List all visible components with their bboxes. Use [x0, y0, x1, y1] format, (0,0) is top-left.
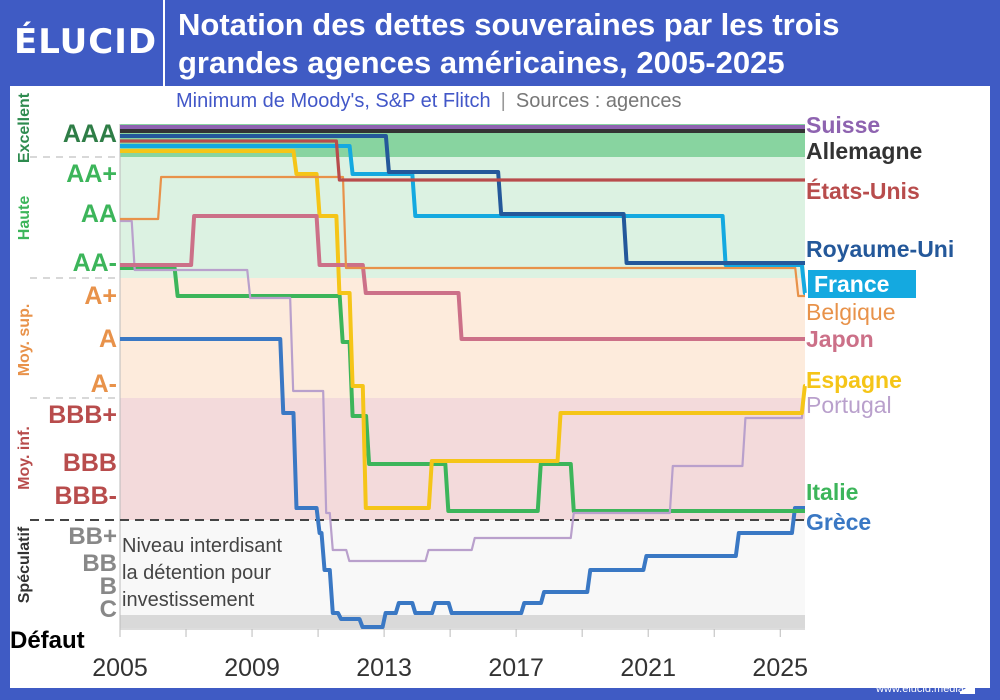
- category-label: Spéculatif: [16, 526, 33, 603]
- y-tick-label: A: [99, 325, 117, 353]
- chart-title: Notation des dettes souveraines par les …: [178, 6, 978, 82]
- category-label: Haute: [16, 196, 33, 241]
- x-tick-label: 2013: [356, 654, 412, 682]
- annotation-text: Niveau interdisant: [122, 535, 283, 557]
- title-line-1: Notation des dettes souveraines par les …: [178, 7, 840, 42]
- series-label: Royaume-Uni: [806, 236, 954, 262]
- title-line-2: grandes agences américaines, 2005-2025: [178, 45, 785, 80]
- y-tick-label: AA+: [66, 160, 117, 188]
- series-label: Grèce: [806, 509, 871, 535]
- series-line-Italie: [120, 266, 805, 513]
- header-divider: [163, 0, 165, 86]
- y-tick-label: AA: [81, 200, 117, 228]
- subtitle-separator: |: [500, 90, 506, 112]
- series-line-Royaume-Uni: [120, 134, 805, 265]
- series-label-highlight: [808, 270, 916, 298]
- elucid-logo: ÉLUCID: [14, 22, 158, 62]
- series-label: Belgique: [806, 299, 896, 325]
- chart-subtitle: Minimum de Moody's, S&P et Flitch | Source…: [176, 90, 682, 113]
- y-tick-label: AA-: [73, 249, 117, 277]
- x-tick-label: 2009: [224, 654, 280, 682]
- y-tick-label: AAA: [63, 120, 117, 148]
- series-line-Japon: [120, 214, 805, 341]
- series-line-Belgique: [120, 175, 805, 298]
- series-label: Espagne: [806, 367, 902, 393]
- series-line-États-Unis: [120, 139, 805, 182]
- category-label: Excellent: [16, 92, 33, 163]
- annotation-text: investissement: [122, 589, 255, 611]
- series-label: Portugal: [806, 392, 892, 418]
- y-tick-label: A-: [91, 370, 117, 398]
- series-label: France: [814, 271, 889, 297]
- y-tick-label: BB+: [68, 523, 117, 550]
- annotation-text: la détention pour: [122, 562, 271, 584]
- series-label: Italie: [806, 479, 858, 505]
- y-tick-label: C: [100, 596, 117, 623]
- header: ÉLUCID Notation des dettes souveraines p…: [0, 0, 1000, 86]
- x-tick-label: 2021: [620, 654, 676, 682]
- default-band: [120, 615, 805, 628]
- series-label: Japon: [806, 326, 874, 352]
- y-tick-label: BBB-: [55, 482, 118, 510]
- category-label: Moy. inf.: [16, 426, 33, 490]
- x-tick-label: 2005: [92, 654, 148, 682]
- elucid-mark-icon: [960, 682, 975, 694]
- series-line-Grèce: [120, 337, 805, 629]
- x-tick-label: 2017: [488, 654, 544, 682]
- y-tick-label: BBB: [63, 449, 117, 477]
- band-4: [120, 520, 805, 615]
- series-line-Portugal: [120, 219, 806, 563]
- y-tick-label: BBB+: [48, 401, 117, 429]
- y-tick-label: A+: [84, 282, 117, 310]
- x-tick-label: 2025: [752, 654, 808, 682]
- y-tick-label: B: [100, 573, 117, 600]
- series-label: États-Unis: [806, 177, 920, 204]
- series-label: Suisse: [806, 112, 880, 138]
- series-line-Espagne: [120, 149, 807, 510]
- series-label: Allemagne: [806, 138, 922, 164]
- subtitle-main: Minimum de Moody's, S&P et Flitch: [176, 90, 491, 112]
- y-tick-label-default: Défaut: [10, 627, 85, 654]
- subtitle-sources: Sources : agences: [515, 90, 682, 112]
- y-tick-label: BB: [82, 550, 117, 577]
- category-label: Moy. sup.: [16, 304, 33, 377]
- footer-url: www.elucid.media: [875, 683, 964, 695]
